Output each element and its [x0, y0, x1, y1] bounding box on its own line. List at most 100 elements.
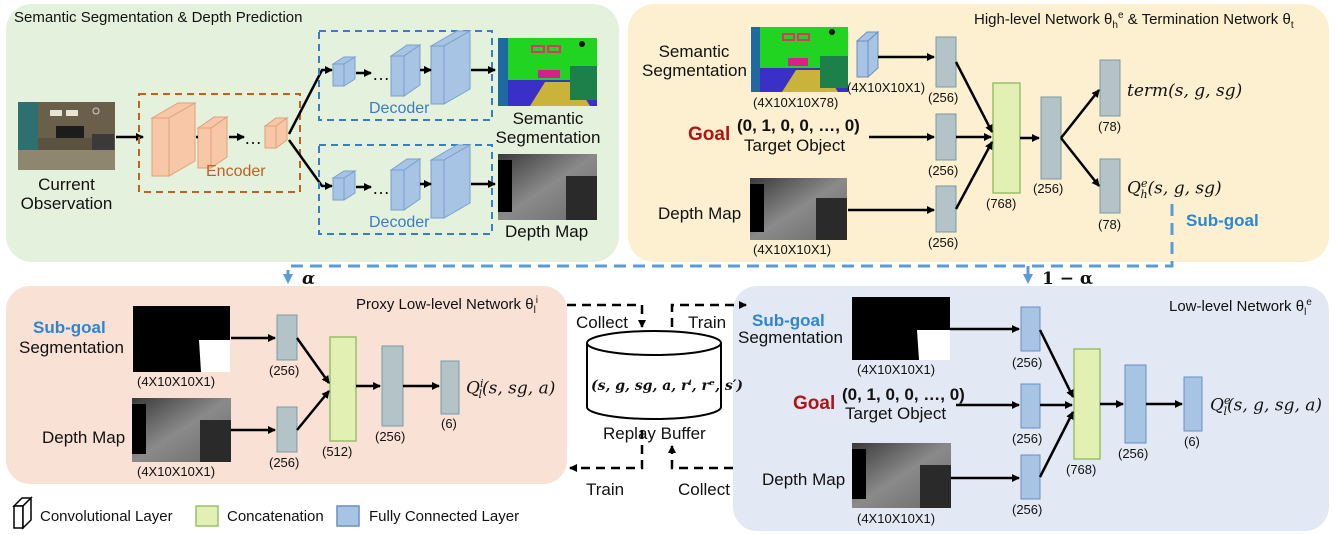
hl-fc4-dim: (256) [1033, 181, 1064, 196]
hl-goal-vector: (0, 1, 0, 0, …, 0) [737, 116, 860, 135]
ll-fc-depth [1020, 454, 1041, 500]
proxy-title: Proxy Low-level Network θli [356, 295, 538, 316]
ll-fc-seg [1020, 306, 1041, 352]
semantic-segmentation-label: Semantic Segmentation [492, 109, 604, 147]
proxy-fc1-dim: (256) [269, 363, 300, 378]
buffer-formula: (s, g, sg, a, rⁱ, rᵉ, s′) [591, 378, 744, 394]
encoder-box [138, 93, 301, 193]
buffer-train-top: Train [688, 313, 727, 332]
depth-map-label-top: Depth Map [505, 222, 589, 241]
ll-title-sup: e [1306, 297, 1312, 308]
proxy-fc-depth [276, 406, 298, 453]
hl-semantic-segmentation-image [751, 27, 848, 92]
ll-target-object: Target Object [845, 404, 947, 423]
hl-fc-term [1099, 59, 1121, 117]
ll-goal-vector: (0, 1, 0, 0, …, 0) [842, 385, 965, 404]
proxy-fc3-dim: (256) [375, 429, 406, 444]
hl-conv-dim: (4X10X10X1) [847, 80, 926, 95]
ll-depth-label: Depth Map [762, 470, 846, 489]
ll-fc-goal [1020, 383, 1041, 429]
ll-depth-dim: (4X10X10X1) [857, 511, 936, 526]
decoder-top-box [318, 30, 493, 121]
hl-fc-goal [935, 113, 957, 161]
ll-fc-merge [1124, 364, 1147, 444]
ll-q-symbol: Q [1210, 395, 1224, 416]
ll-fc3-dim: (256) [1012, 502, 1043, 517]
depth-map-image-top [498, 154, 597, 220]
hl-q-args: (s, g, sg) [1147, 178, 1222, 199]
seg-label-line2: Segmentation [495, 128, 601, 147]
hl-sem-dim: (4X10X10X78) [753, 95, 839, 110]
hl-depth-label: Depth Map [658, 204, 742, 223]
alpha-right: 1 − α [1042, 269, 1093, 289]
hl-concat-dim: (768) [986, 196, 1017, 211]
ll-fc4-dim: (256) [1118, 446, 1149, 461]
ll-goal-label: Goal [793, 393, 836, 414]
proxy-segmentation-label: Segmentation [19, 338, 124, 357]
ll-concat [1073, 348, 1101, 460]
proxy-depth-map-image [132, 398, 231, 462]
proxy-depth-label: Depth Map [42, 428, 126, 447]
proxy-concat-dim: (512) [322, 444, 353, 459]
semantic-segmentation-image [498, 38, 597, 106]
hl-q-output: Qeh(s, g, sg) [1127, 177, 1222, 201]
buffer-label: Replay Buffer [603, 424, 706, 443]
ll-title-text: Low-level Network θ [1169, 298, 1305, 315]
replay-buffer-cylinder [586, 330, 722, 420]
hl-term-dim: (78) [1098, 119, 1122, 134]
buffer-collect-bottom: Collect [678, 480, 730, 499]
proxy-seg-dim: (4X10X10X1) [137, 374, 216, 389]
ll-subgoal-label: Sub-goal [752, 311, 825, 330]
ll-concat-dim: (768) [1066, 462, 1097, 477]
hl-fc-merge [1040, 96, 1062, 180]
proxy-depth-dim: (4X10X10X1) [137, 464, 216, 479]
proxy-subgoal-label: Sub-goal [33, 318, 106, 337]
decoder-top-dots: … [372, 64, 390, 84]
hl-sem-line1: Semantic [658, 42, 730, 61]
seg-label-line1: Semantic [512, 109, 584, 128]
ll-fc1-dim: (256) [1012, 355, 1043, 370]
proxy-out-dim: (6) [441, 416, 457, 431]
hl-subgoal-label: Sub-goal [1186, 211, 1259, 230]
legend-concat-label: Concatenation [227, 508, 324, 525]
hl-conv-layer [855, 30, 880, 79]
legend-fc-swatch [336, 505, 360, 527]
hl-fc-seg [935, 36, 957, 88]
legend-conv-icon [12, 496, 33, 530]
hl-depth-dim: (4X10X10X1) [753, 242, 832, 257]
current-observation-label: Current Observation [14, 175, 119, 213]
hl-title-sub2: t [1290, 20, 1294, 31]
hl-depth-map-image [750, 178, 847, 240]
low-level-title: Low-level Network θle [1169, 297, 1312, 318]
ll-depth-map-image [852, 443, 951, 508]
hl-q-dim: (78) [1098, 217, 1122, 232]
hl-q-symbol: Q [1127, 178, 1141, 199]
proxy-fc-merge [381, 345, 404, 427]
proxy-fc2-dim: (256) [269, 455, 300, 470]
proxy-title-sup: i [535, 295, 539, 306]
legend-fc-label: Fully Connected Layer [369, 508, 520, 525]
current-observation-image [18, 102, 115, 170]
encoder-label: Encoder [206, 163, 266, 180]
hl-title-part2: & Termination Network θ [1123, 11, 1291, 28]
buffer-train-bottom: Train [586, 480, 625, 499]
ll-q-sub: l [1223, 405, 1227, 419]
buffer-collect-top: Collect [576, 313, 628, 332]
decoder-bottom-box [318, 144, 493, 235]
hl-fc2-dim: (256) [928, 163, 959, 178]
high-level-title: High-level Network θhe & Termination Net… [974, 10, 1294, 31]
hl-fc3-dim: (256) [928, 235, 959, 250]
ll-q-sup: e [1223, 394, 1231, 407]
ll-fc2-dim: (256) [1012, 431, 1043, 446]
proxy-title-text: Proxy Low-level Network θ [356, 296, 534, 313]
proxy-q-sub: l [478, 388, 482, 402]
proxy-q-symbol: Q [466, 378, 480, 399]
ll-q-args: (s, g, sg, a) [1226, 395, 1323, 416]
ll-fc-out [1183, 376, 1203, 432]
ll-segmentation-label: Segmentation [738, 328, 843, 347]
alpha-dashed-line [283, 204, 1174, 284]
encoder-dots: … [244, 128, 262, 148]
proxy-q-output: Qil(s, sg, a) [466, 377, 555, 401]
